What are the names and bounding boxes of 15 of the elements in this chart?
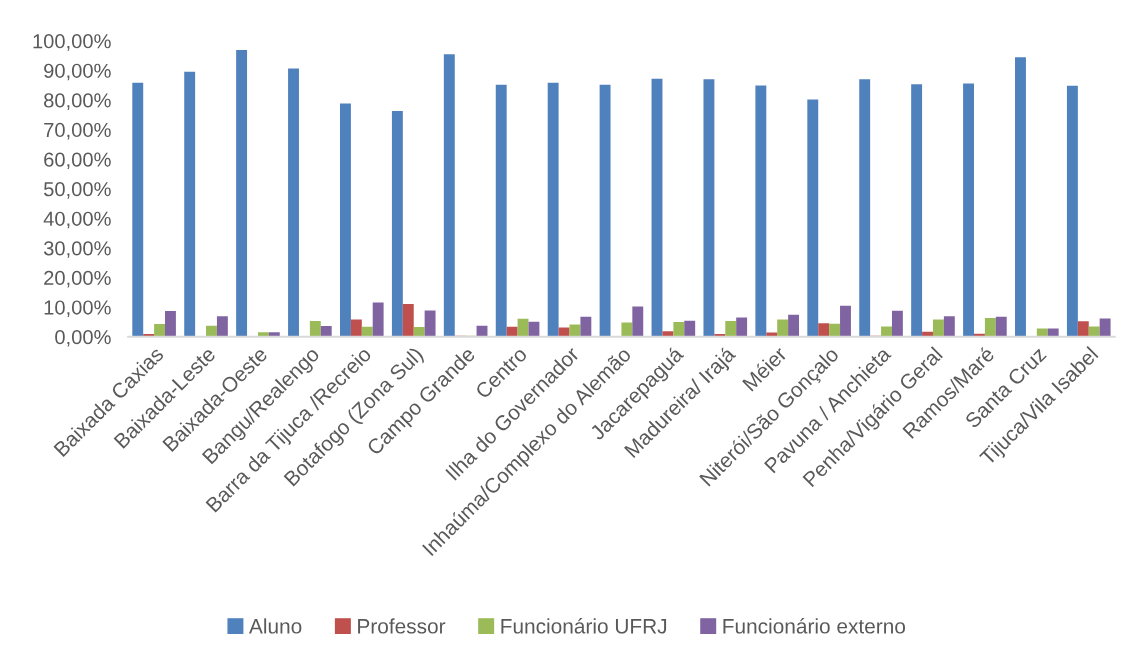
legend-label: Funcionário UFRJ xyxy=(501,618,667,634)
legend-label: Aluno xyxy=(249,618,302,634)
y-tick-label: 60,00% xyxy=(44,152,111,170)
y-tick-label: 40,00% xyxy=(43,211,111,229)
y-tick-label: 0,00% xyxy=(55,329,111,347)
y-tick-label: 10,00% xyxy=(44,300,111,318)
y-tick-label: 20,00% xyxy=(44,270,111,288)
y-tick-label: 100,00% xyxy=(33,34,111,51)
legend-label: Funcionário externo xyxy=(723,618,906,634)
y-tick-label: 80,00% xyxy=(44,93,111,110)
y-tick-label: 30,00% xyxy=(43,241,111,258)
y-tick-label: 90,00% xyxy=(44,63,111,81)
y-tick-label: 70,00% xyxy=(44,122,111,140)
legend-label: Professor xyxy=(358,618,446,634)
y-tick-label: 50,00% xyxy=(43,182,111,199)
